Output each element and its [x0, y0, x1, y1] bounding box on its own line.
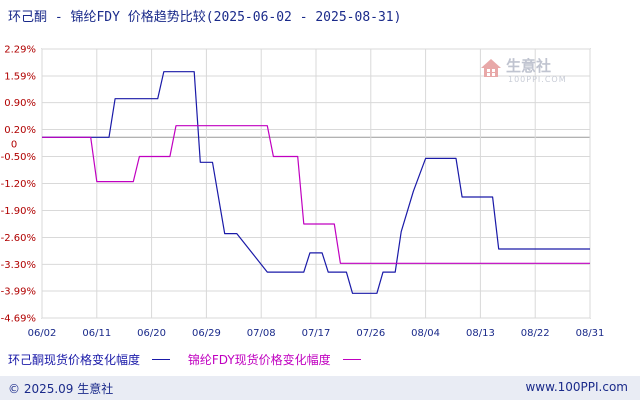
y-tick-label: -4.69%: [1, 314, 36, 325]
axis-layer: 2.29% 1.59% 0.90% 0.20% -0.50% -1.20% -1.90% -2…: [1, 45, 605, 340]
legend-swatch: [342, 359, 361, 360]
y-tick-label: -0.50%: [1, 152, 36, 163]
x-tick-label: 07/17: [302, 328, 331, 339]
x-tick-label: 07/08: [247, 328, 276, 339]
legend: 环己酮现货价格变化幅度 锦纶FDY现货价格变化幅度: [8, 351, 375, 368]
watermark-brand: 生意社: [506, 57, 552, 75]
series-line-1: [42, 71, 590, 294]
footer-url[interactable]: www.100PPI.com: [525, 380, 628, 394]
legend-swatch: [152, 359, 171, 360]
legend-label: 锦纶FDY现货价格变化幅度: [187, 353, 331, 367]
x-tick-label: 08/13: [466, 328, 495, 339]
y-tick-label: -3.99%: [1, 287, 36, 298]
x-tick-label: 08/31: [576, 328, 605, 339]
x-tick-label: 07/26: [356, 328, 385, 339]
x-tick-label: 08/04: [411, 328, 440, 339]
y-tick-label: -1.90%: [1, 206, 36, 217]
footer-copyright: © 2025.09 生意社: [8, 382, 114, 396]
y-tick-label: 0.20%: [4, 125, 36, 136]
series-layer: [42, 71, 590, 294]
y-tick-label: 0.90%: [4, 98, 36, 109]
x-tick-label: 06/11: [82, 328, 111, 339]
y-tick-label: 1.59%: [4, 71, 36, 82]
x-tick-label: 06/29: [192, 328, 221, 339]
x-tick-label: 08/22: [521, 328, 550, 339]
x-tick-label: 06/20: [137, 328, 166, 339]
watermark-site: 100PPI.COM: [508, 75, 567, 84]
y-tick-label: 2.29%: [4, 45, 36, 56]
watermark-logo: 生意社 100PPI.COM: [478, 54, 574, 88]
y-tick-label: -3.30%: [1, 260, 36, 271]
series-line-2: [42, 125, 590, 264]
zero-label: 0: [11, 139, 17, 150]
y-tick-label: -2.60%: [1, 233, 36, 244]
chart-title: 环己酮 - 锦纶FDY 价格趋势比较(2025-06-02 - 2025-08-…: [8, 10, 402, 25]
grid-layer: [41, 48, 591, 319]
footer-bar: © 2025.09 生意社 www.100PPI.com: [0, 376, 640, 400]
x-tick-label: 06/02: [28, 328, 57, 339]
legend-label: 环己酮现货价格变化幅度: [8, 353, 141, 367]
y-tick-label: -1.20%: [1, 179, 36, 190]
house-icon: [481, 59, 501, 77]
legend-item-nylon-fdy: 锦纶FDY现货价格变化幅度: [188, 351, 361, 368]
legend-item-cyclohexanone: 环己酮现货价格变化幅度: [8, 351, 171, 368]
chart-svg: 2.29% 1.59% 0.90% 0.20% -0.50% -1.20% -1.90% -2…: [1, 45, 605, 340]
